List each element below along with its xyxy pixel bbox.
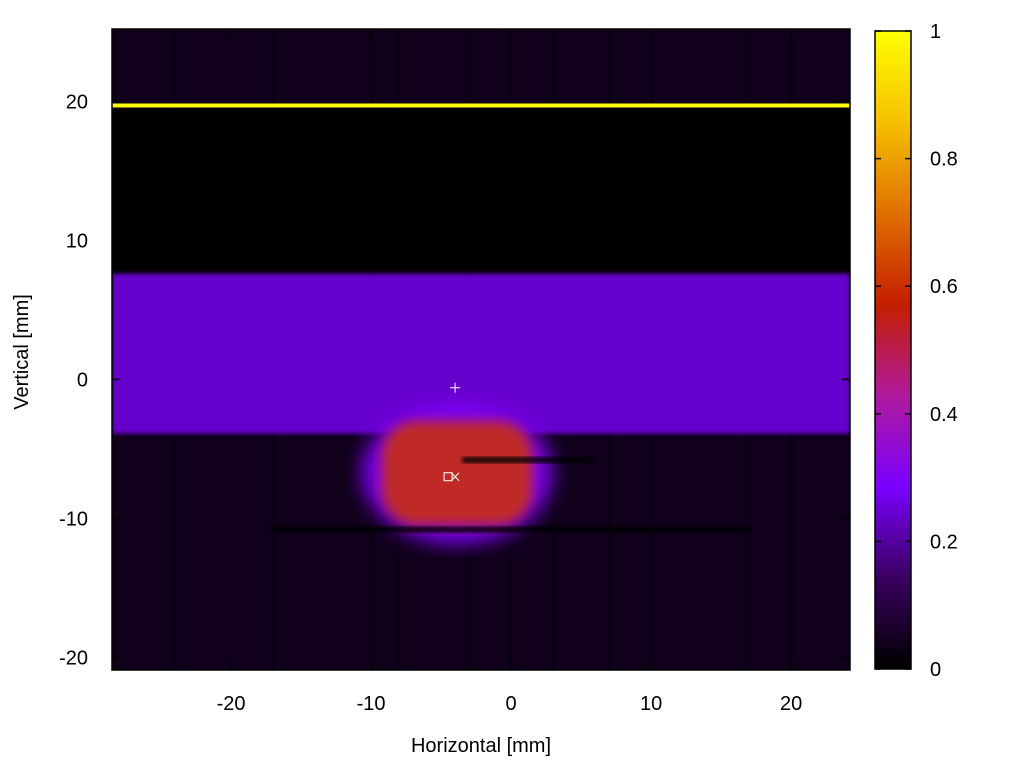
y-axis: -20 -10 0 10 20	[59, 91, 850, 669]
heatmap-bright-line	[112, 103, 850, 108]
heatmap-dark-band	[112, 109, 850, 274]
x-tick-label: -10	[357, 693, 386, 715]
y-tick-label: 0	[77, 369, 88, 391]
heatmap-dark-line	[273, 526, 750, 533]
colorbar-tick-label: 0.4	[930, 404, 958, 426]
colorbar: 0 0.2 0.4 0.6 0.8 1	[874, 21, 958, 681]
colorbar-tick-label: 0.2	[930, 531, 958, 553]
marker-layer	[443, 382, 461, 482]
marker-plus	[450, 382, 461, 393]
y-tick-label: 20	[66, 91, 88, 113]
marker-square	[443, 472, 453, 482]
y-tick-label: -20	[59, 647, 88, 669]
colorbar-gradient	[874, 30, 912, 670]
x-tick-label: 10	[640, 693, 662, 715]
colorbar-tick-label: 0.6	[930, 276, 958, 298]
y-tick-label: 10	[66, 230, 88, 252]
x-tick-label: -20	[217, 693, 246, 715]
plot-frame	[111, 28, 851, 671]
colorbar-ticks: 0 0.2 0.4 0.6 0.8 1	[875, 21, 958, 681]
heatmap-dark-notch	[462, 457, 593, 464]
y-axis-title: Vertical [mm]	[11, 294, 33, 410]
colorbar-tick-label: 1	[930, 21, 941, 43]
x-tick-label: 0	[506, 693, 517, 715]
colorbar-tick-label: 0	[930, 659, 941, 681]
x-axis: -20 -10 0 10 20	[217, 29, 802, 715]
x-tick-label: 20	[780, 693, 802, 715]
x-axis-title: Horizontal [mm]	[411, 735, 551, 757]
colorbar-tick-label: 0.8	[930, 149, 958, 171]
heatmap-hot-spot	[382, 421, 533, 526]
y-tick-label: -10	[59, 508, 88, 530]
heatmap-image	[112, 29, 850, 670]
marker-x	[450, 472, 460, 482]
